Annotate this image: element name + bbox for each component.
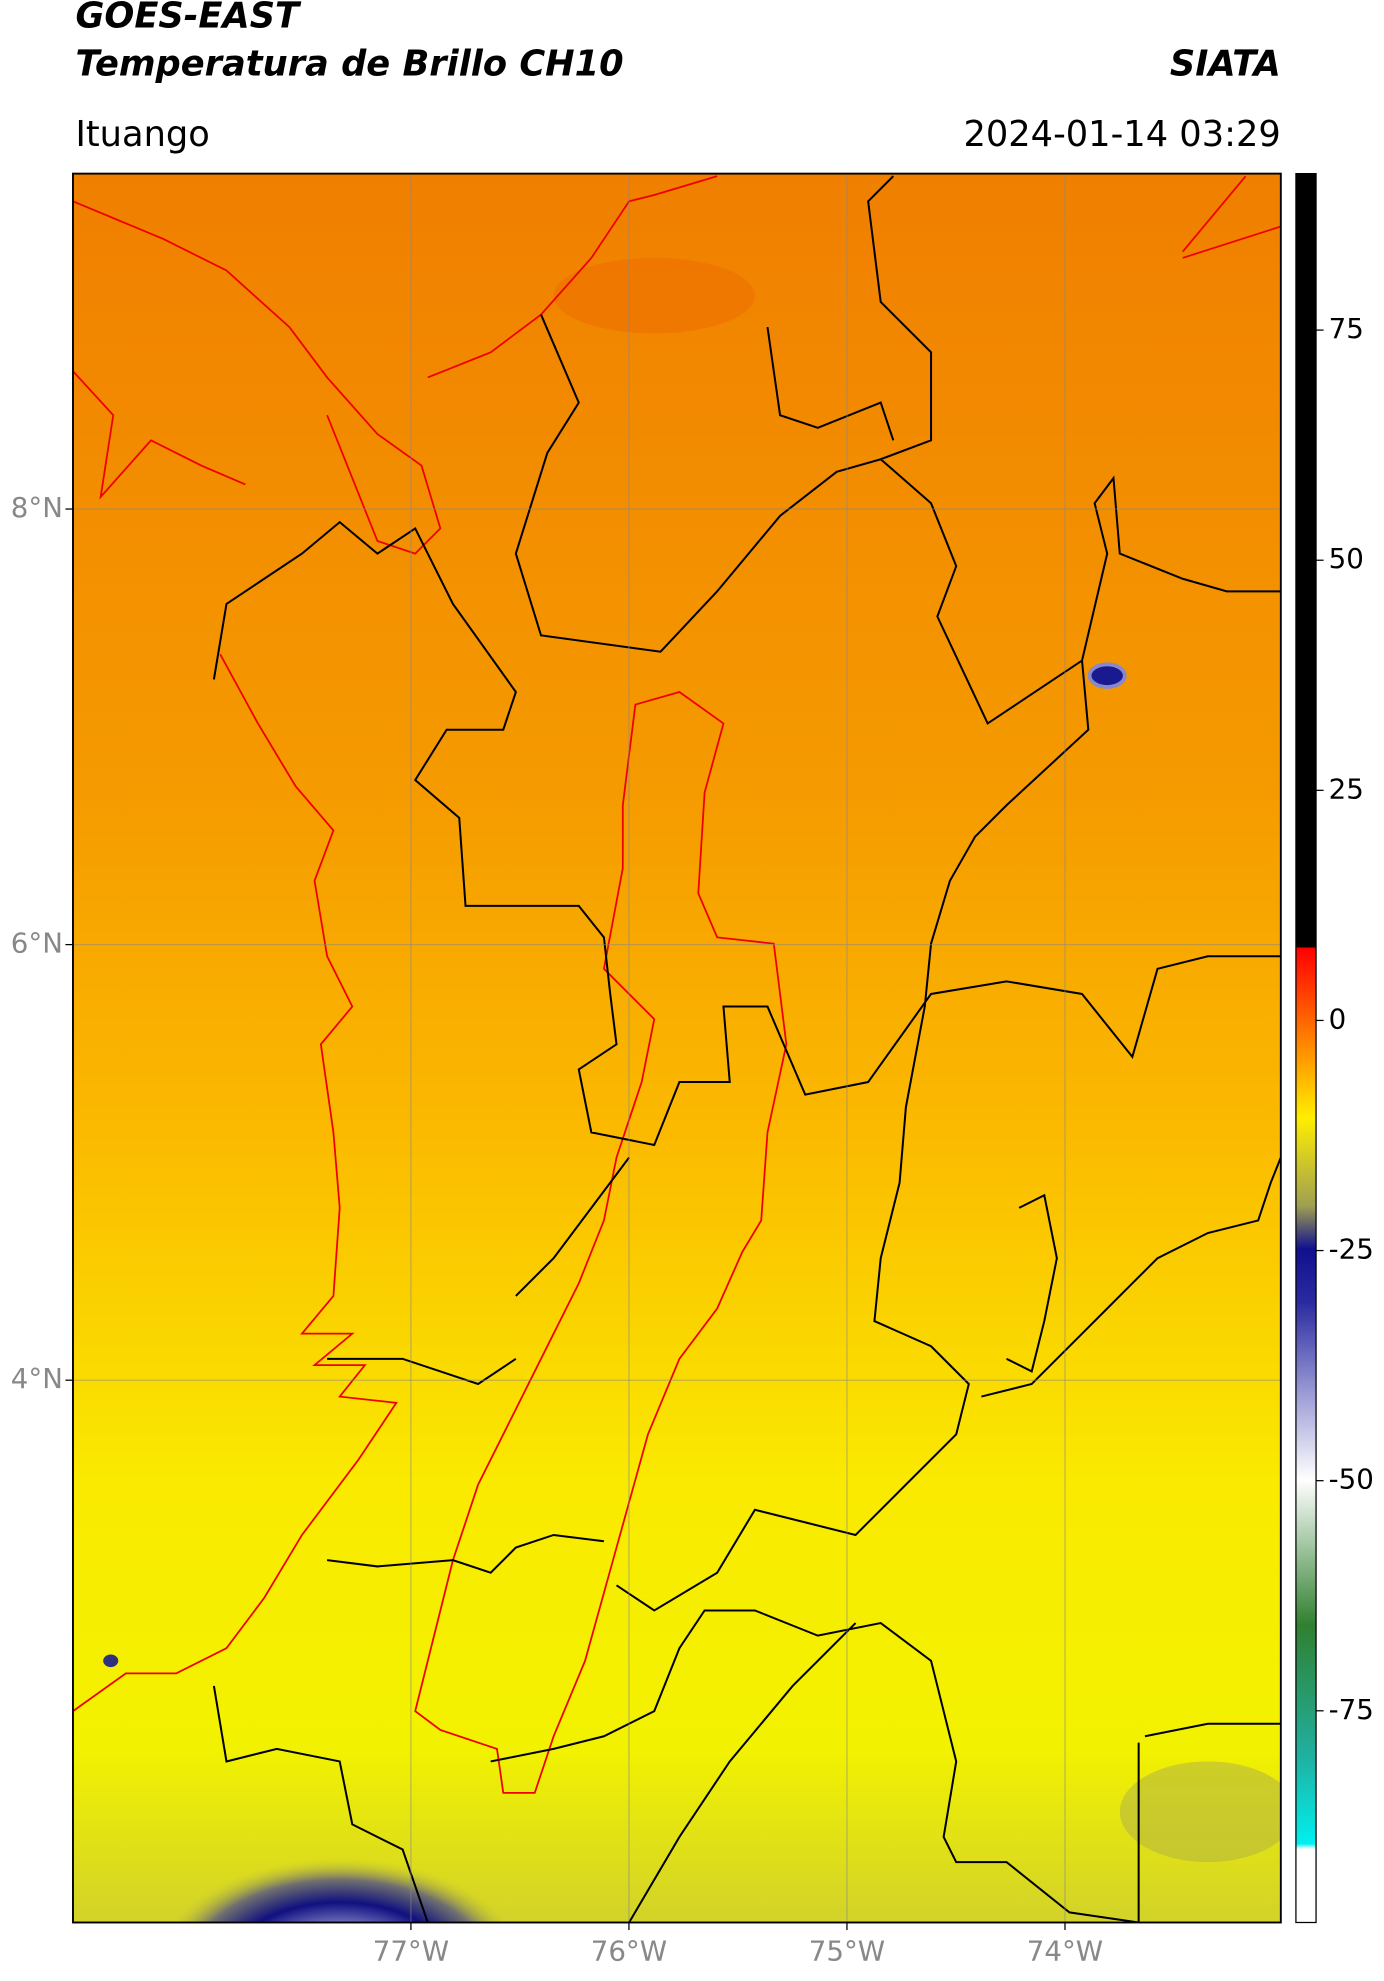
y-tick-label: 4°N [11,1362,63,1395]
timestamp: 2024-01-14 03:29 [963,114,1280,155]
temperature-field [72,173,1281,1923]
map-field [72,173,1281,1923]
admin-border [212,175,1281,1923]
graticule: 77°W 76°W 75°W 74°W 8°N 6°N 4°N [11,173,1281,1968]
x-tick-label: 77°W [373,1935,449,1968]
colorbar [1295,172,1317,1924]
colorbar-tick-label: 25 [1329,772,1364,805]
y-tick-label: 6°N [11,927,63,960]
colorbar-tick-label: 0 [1329,1002,1347,1035]
subtitle: Temperatura de Brillo CH10 [75,43,623,84]
map-frame [72,172,1282,1924]
cloud-patch [1119,1761,1281,1863]
title: GOES-EAST [75,0,302,37]
cold-cloud [151,1811,529,1923]
warm-patch [553,257,755,334]
colorbar-tick-label: 75 [1329,312,1364,345]
colorbar-tick-label: -50 [1329,1463,1374,1496]
colorbar-ticks: 75 50 25 0 -25 -50 -75 [1316,312,1374,1726]
x-tick-label: 74°W [1027,1935,1103,1968]
colorbar-tick-label: 50 [1329,542,1364,575]
cold-cloud [103,1654,119,1668]
x-tick-label: 75°W [809,1935,885,1968]
colorbar-tick-label: -75 [1329,1693,1374,1726]
x-tick-label: 76°W [591,1935,667,1968]
region: Ituango [75,114,209,155]
colorbar-tick-label: -25 [1329,1233,1374,1266]
coastline [72,175,1281,1712]
basin-outline [414,691,788,1794]
cold-cloud [1087,662,1127,689]
y-tick-label: 8°N [11,491,63,524]
brand: SIATA [1170,43,1281,84]
